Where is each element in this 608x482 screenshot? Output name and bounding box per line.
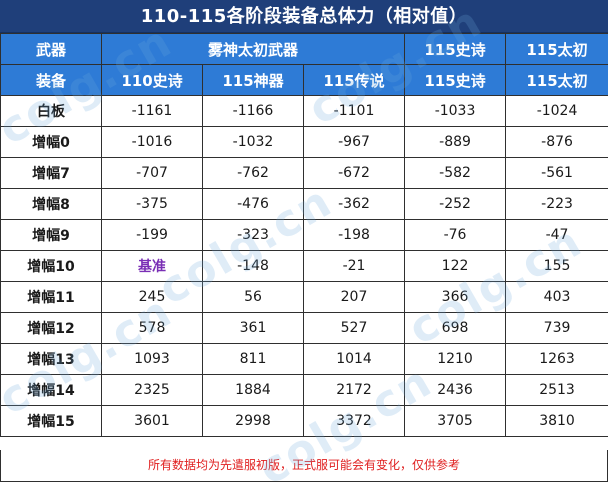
table-row: 增幅15 3601 2998 3372 3705 3810	[0, 405, 608, 437]
table-cell: 2513	[505, 374, 608, 406]
table-cell: 56	[202, 281, 304, 313]
table-cell: -561	[505, 157, 608, 189]
table-row: 增幅12 578 361 527 698 739	[0, 312, 608, 344]
table-cell: -199	[101, 219, 203, 251]
table-cell: -889	[404, 126, 507, 158]
table-cell: 361	[202, 312, 304, 344]
table-row: 增幅8 -375 -476 -362 -252 -223	[0, 188, 608, 220]
table-cell: 3705	[404, 405, 507, 437]
header-col-115-legend: 115传说	[302, 64, 406, 96]
table-cell: -223	[505, 188, 608, 220]
table-cell: 578	[101, 312, 203, 344]
table-cell: -1166	[202, 95, 304, 127]
table-cell: 739	[505, 312, 608, 344]
row-label: 增幅15	[0, 405, 102, 437]
table-cell: 122	[404, 250, 507, 282]
table-cell: -707	[101, 157, 203, 189]
header-col-115-artifact: 115神器	[202, 64, 304, 96]
header-mist-group: 雾神太初武器	[100, 33, 406, 65]
table-cell: -362	[302, 188, 406, 220]
table-cell: -1101	[302, 95, 406, 127]
table-cell: -148	[202, 250, 304, 282]
table-cell: -323	[202, 219, 304, 251]
header-weapon-label: 武器	[0, 33, 102, 65]
row-label: 增幅8	[0, 188, 102, 220]
table-cell: -762	[202, 157, 304, 189]
table-cell: 2172	[302, 374, 406, 406]
header-gear-label: 装备	[0, 64, 102, 96]
table-cell: 245	[101, 281, 203, 313]
table-row: 增幅0 -1016 -1032 -967 -889 -876	[0, 126, 608, 158]
table-cell: -672	[302, 157, 406, 189]
table-cell: 527	[302, 312, 406, 344]
header-col-115-taichu: 115太初	[505, 64, 608, 96]
table-row: 增幅7 -707 -762 -672 -582 -561	[0, 157, 608, 189]
table-cell: 2436	[404, 374, 507, 406]
table-cell: -252	[404, 188, 507, 220]
table-cell: -476	[202, 188, 304, 220]
header-row-gear: 装备 110史诗 115神器 115传说 115史诗 115太初	[0, 64, 608, 96]
row-label: 白板	[0, 95, 102, 127]
table-cell: -21	[302, 250, 406, 282]
table-cell: 2998	[202, 405, 304, 437]
header-col-110-epic: 110史诗	[101, 64, 203, 96]
table-title: 110-115各阶段装备总体力（相对值）	[0, 0, 608, 33]
row-label: 增幅10	[0, 250, 102, 282]
table-row: 增幅11 245 56 207 366 403	[0, 281, 608, 313]
row-label: 增幅0	[0, 126, 102, 158]
table-row: 增幅9 -199 -323 -198 -76 -47	[0, 219, 608, 251]
table-cell: 1263	[505, 343, 608, 375]
header-115-taichu-weapon: 115太初	[505, 33, 608, 65]
table-cell: -76	[404, 219, 507, 251]
table-cell: 3810	[505, 405, 608, 437]
table-cell: -582	[404, 157, 507, 189]
table-row: 增幅10 基准 -148 -21 122 155	[0, 250, 608, 282]
table-cell: 1093	[101, 343, 203, 375]
table-cell: 1884	[202, 374, 304, 406]
table-cell: 403	[505, 281, 608, 313]
disclaimer-note: 所有数据均为先遣服初版，正式服可能会有变化，仅供参考	[0, 450, 608, 482]
row-label: 增幅11	[0, 281, 102, 313]
baseline-cell: 基准	[101, 250, 203, 282]
table-cell: 207	[302, 281, 406, 313]
table-cell: -47	[505, 219, 608, 251]
table-row: 增幅14 2325 1884 2172 2436 2513	[0, 374, 608, 406]
table-cell: -1016	[101, 126, 203, 158]
table-cell: 2325	[101, 374, 203, 406]
table-cell: 155	[505, 250, 608, 282]
table-cell: -1161	[101, 95, 203, 127]
row-label: 增幅7	[0, 157, 102, 189]
table-cell: -967	[302, 126, 406, 158]
header-115-epic-weapon: 115史诗	[404, 33, 507, 65]
table-cell: -1024	[505, 95, 608, 127]
header-row-weapon: 武器 雾神太初武器 115史诗 115太初	[0, 33, 608, 65]
table-cell: 811	[202, 343, 304, 375]
table-row: 白板 -1161 -1166 -1101 -1033 -1024	[0, 95, 608, 127]
table-cell: 3601	[101, 405, 203, 437]
table-cell: -198	[302, 219, 406, 251]
table-cell: -375	[101, 188, 203, 220]
table-cell: 3372	[302, 405, 406, 437]
row-label: 增幅9	[0, 219, 102, 251]
table-cell: -1033	[404, 95, 507, 127]
table-cell: 366	[404, 281, 507, 313]
table-cell: 1014	[302, 343, 406, 375]
table-cell: -1032	[202, 126, 304, 158]
row-label: 增幅12	[0, 312, 102, 344]
table-cell: 1210	[404, 343, 507, 375]
row-label: 增幅14	[0, 374, 102, 406]
header-col-115-epic: 115史诗	[404, 64, 507, 96]
row-label: 增幅13	[0, 343, 102, 375]
table-cell: -876	[505, 126, 608, 158]
table-cell: 698	[404, 312, 507, 344]
table-row: 增幅13 1093 811 1014 1210 1263	[0, 343, 608, 375]
stats-table: 武器 雾神太初武器 115史诗 115太初 装备 110史诗 115神器 115…	[0, 33, 608, 437]
